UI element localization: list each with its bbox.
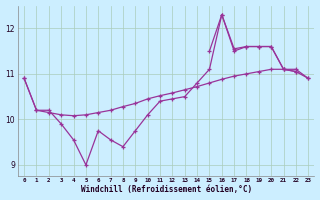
X-axis label: Windchill (Refroidissement éolien,°C): Windchill (Refroidissement éolien,°C) bbox=[81, 185, 252, 194]
